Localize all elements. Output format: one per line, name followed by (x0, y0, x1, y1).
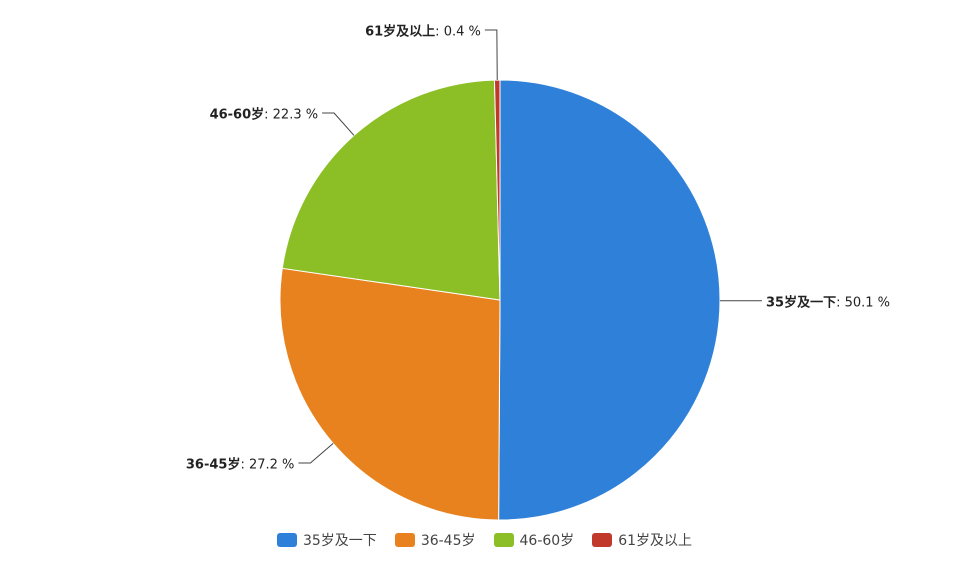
pie-slice (493, 79, 501, 301)
data-label: 61岁及以上0.4 % (365, 21, 481, 40)
label-value: 0.4 % (435, 25, 481, 40)
legend-swatch (276, 533, 297, 547)
label-value: 27.2 % (240, 457, 294, 472)
legend-item: 61岁及以上 (592, 530, 692, 550)
legend-label: 46-60岁 (519, 533, 575, 549)
legend-label: 35岁及一下 (302, 533, 377, 549)
label-name: 35岁及一下 (765, 295, 837, 311)
legend-label: 36-45岁 (420, 533, 476, 549)
pie-slice (498, 79, 721, 521)
legend-label: 61岁及以上 (618, 533, 693, 549)
label-name: 46-60岁 (209, 107, 265, 123)
leader-line (298, 443, 334, 464)
leader-line (484, 29, 498, 81)
legend: 35岁及一下 36-45岁 46-60岁 61岁及以上 (0, 530, 969, 550)
label-value: 22.3 % (264, 107, 318, 122)
legend-item: 35岁及一下 (276, 530, 377, 550)
legend-item: 36-45岁 (394, 530, 476, 550)
data-label: 46-60岁22.3 % (210, 103, 319, 122)
legend-swatch (394, 533, 415, 547)
data-label: 36-45岁27.2 % (186, 453, 295, 472)
legend-swatch (592, 533, 613, 547)
leader-line (322, 112, 355, 136)
legend-swatch (493, 533, 514, 547)
pie-slice (281, 79, 501, 301)
pie-slice (279, 267, 501, 521)
legend-item: 46-60岁 (493, 530, 575, 550)
data-label: 35岁及一下50.1 % (766, 291, 890, 310)
label-name: 61岁及以上 (365, 24, 436, 40)
label-name: 36-45岁 (185, 457, 241, 473)
label-value: 50.1 % (836, 295, 890, 310)
